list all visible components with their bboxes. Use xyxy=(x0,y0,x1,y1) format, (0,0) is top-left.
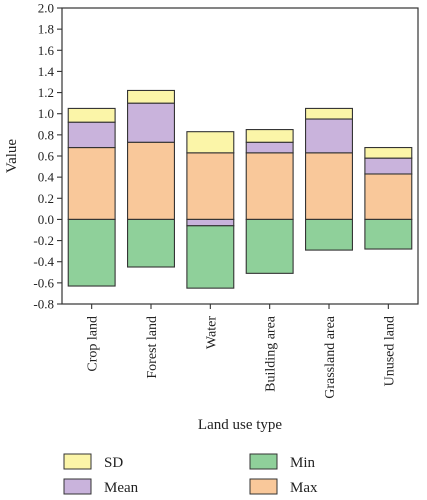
legend-label-min: Min xyxy=(290,455,316,471)
bar-water-mean xyxy=(186,218,235,227)
x-tick-label: Building area xyxy=(264,315,279,392)
bar-forest-land-min xyxy=(127,218,175,268)
bar-crop-land-min xyxy=(67,218,116,287)
legend: SD Min Mean Max xyxy=(63,453,318,496)
bar-unused-land-max xyxy=(364,173,413,220)
x-tick-label: Unused land xyxy=(382,316,397,386)
bar-crop-land-sd xyxy=(67,107,116,123)
x-axis-title: Land use type xyxy=(198,417,282,433)
y-tick-label: 0.2 xyxy=(38,191,54,206)
bar-building-area-mean xyxy=(245,141,294,154)
y-tick-label: 1.2 xyxy=(38,85,54,100)
legend-label-sd: SD xyxy=(104,455,123,471)
bar-forest-land-max xyxy=(127,141,175,220)
y-tick-label: -0.6 xyxy=(33,275,54,290)
y-tick-label: 1.0 xyxy=(38,106,54,121)
y-tick-label: -0.8 xyxy=(33,297,54,312)
legend-swatch-sd xyxy=(63,453,92,470)
x-tick-label: Grassland area xyxy=(323,315,338,399)
bar-unused-land-mean xyxy=(364,157,413,175)
bar-forest-land-mean xyxy=(127,102,175,143)
y-tick-label: 1.6 xyxy=(38,43,55,58)
bar-water-min xyxy=(186,225,235,289)
bar-grassland-area-mean xyxy=(305,118,353,154)
bars-layer xyxy=(67,89,413,289)
bar-unused-land-min xyxy=(364,218,413,250)
x-tick-label: Water xyxy=(204,316,219,349)
bar-building-area-min xyxy=(245,218,294,274)
bar-water-max xyxy=(186,152,235,220)
y-tick-label: 2.0 xyxy=(38,1,54,16)
legend-swatch-min xyxy=(249,453,278,470)
legend-swatch-mean xyxy=(63,478,92,495)
y-axis-ticks: -0.8 -0.6 -0.4 -0.2 0.0 0.2 0.4 0.6 0.8 1.0 1.2 1.4… xyxy=(33,1,62,312)
bar-grassland-area-max xyxy=(305,152,353,220)
y-tick-label: 0.6 xyxy=(38,149,55,164)
legend-label-max: Max xyxy=(290,480,318,496)
x-tick-label: Forest land xyxy=(145,316,160,379)
y-axis-title: Value xyxy=(4,139,20,173)
y-tick-label: -0.2 xyxy=(33,233,54,248)
bar-building-area-sd xyxy=(245,129,294,143)
bar-grassland-area-sd xyxy=(305,107,353,120)
y-tick-label: 0.4 xyxy=(38,170,55,185)
bar-unused-land-sd xyxy=(364,146,413,159)
y-tick-label: 0.0 xyxy=(38,212,54,227)
bar-crop-land-mean xyxy=(67,121,116,149)
bar-forest-land-sd xyxy=(127,89,175,104)
bar-water-sd xyxy=(186,131,235,154)
y-tick-label: -0.4 xyxy=(33,254,54,269)
legend-label-mean: Mean xyxy=(104,480,139,496)
bar-grassland-area-min xyxy=(305,218,353,251)
bar-crop-land-max xyxy=(67,146,116,220)
y-tick-label: 1.8 xyxy=(38,22,54,37)
legend-swatch-max xyxy=(249,478,278,495)
x-axis-ticks: Crop land Forest land Water Building area Gr… xyxy=(86,304,397,399)
bar-building-area-max xyxy=(245,152,294,220)
x-tick-label: Crop land xyxy=(86,316,101,372)
y-tick-label: 1.4 xyxy=(38,64,55,79)
y-tick-label: 0.8 xyxy=(38,127,54,142)
